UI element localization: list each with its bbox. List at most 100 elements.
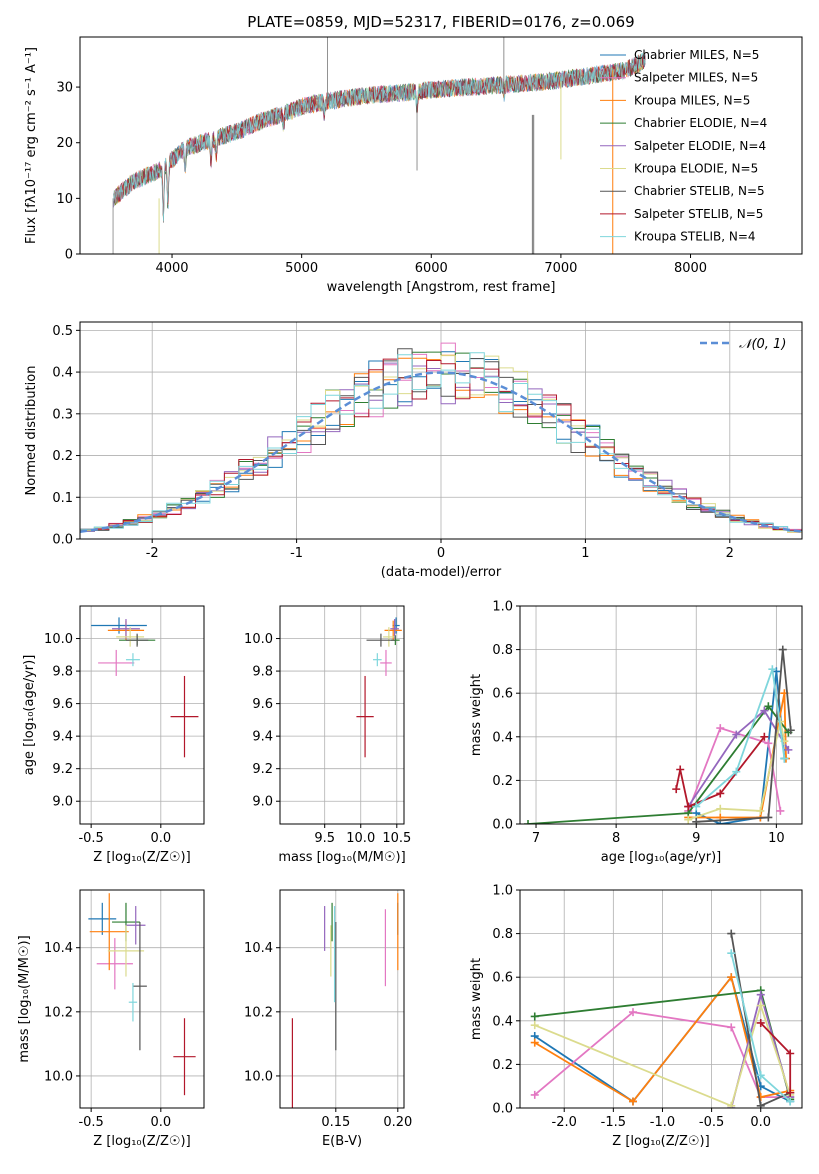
plus-marker (760, 706, 769, 715)
y-tick-label: 9.4 (52, 730, 73, 745)
x-tick-label: -0.5 (78, 831, 103, 846)
plus-marker (684, 802, 693, 811)
x-tick-label: 0.20 (383, 1115, 412, 1130)
y-tick-label: 9.6 (252, 697, 273, 712)
x-axis-label: Z [log₁₀(Z/Z☉)] (612, 1134, 709, 1149)
plus-marker (756, 1101, 765, 1108)
plus-marker (732, 730, 741, 739)
y-tick-label: 10.2 (44, 1005, 73, 1020)
plus-marker (628, 1008, 637, 1017)
plus-marker (756, 1093, 765, 1102)
plus-marker (764, 702, 773, 711)
legend-entry: 𝒩(0, 1) (739, 337, 786, 352)
plot-area (91, 617, 199, 758)
x-tick-label: 9.5 (314, 831, 335, 846)
y-tick-label: 9.2 (252, 762, 273, 777)
y-tick-label: 0.0 (492, 1102, 513, 1117)
y-tick-label: 10.0 (244, 632, 273, 647)
x-axis-label: (data-model)/error (381, 565, 502, 580)
grid-lines (80, 890, 204, 1108)
y-tick-label: 9.4 (252, 730, 273, 745)
weight-line (534, 1002, 792, 1108)
plus-marker (756, 1071, 765, 1080)
y-tick-label: 0.0 (492, 818, 513, 833)
y-tick-label: 0.2 (492, 1058, 513, 1073)
plot-area (88, 893, 196, 1096)
plus-marker (672, 785, 681, 794)
y-tick-label: 9.0 (52, 795, 73, 810)
y-tick-label: 9.8 (52, 665, 73, 680)
plus-marker (764, 813, 773, 822)
x-tick-label: -0.5 (699, 1115, 724, 1130)
plus-marker (786, 1049, 795, 1058)
x-tick-label: 8 (612, 831, 620, 846)
grid-lines (280, 606, 404, 824)
histogram-steps (80, 352, 802, 532)
y-tick-label: 9.8 (252, 665, 273, 680)
axes-frame (79, 321, 803, 540)
x-tick-label: 0.0 (750, 1115, 771, 1130)
spectrum-panel: 4000 5000 6000 7000 8000 0 10 20 30 wavelength [A… (24, 13, 803, 295)
y-tick-label: 1.0 (492, 884, 513, 899)
residuals-panel: -2 -1 0 1 2 0.0 0.1 0.2 0.3 0.4 0.5 (data-model)/er… (24, 321, 803, 580)
y-tick-label: 10.0 (44, 632, 73, 647)
y-tick-label: 10.0 (244, 1069, 273, 1084)
x-axis-label: Z [log₁₀(Z/Z☉)] (93, 1134, 190, 1149)
x-tick-label: 9 (692, 831, 700, 846)
y-tick-label: 0.0 (52, 533, 73, 548)
y-tick-label: 0 (65, 248, 73, 263)
plus-marker (530, 1038, 539, 1047)
axes-frame (79, 605, 205, 825)
plus-marker (732, 767, 741, 776)
weight-vs-age-panel: 7 8 9 10 0.0 0.2 0.4 0.6 0.8 1.0 age [log₁₀(age/yr… (469, 600, 803, 865)
plus-marker (756, 990, 765, 999)
weight-line (695, 671, 786, 824)
y-tick-label: 9.2 (52, 762, 73, 777)
plus-marker (676, 765, 685, 774)
weight-line (696, 649, 792, 823)
weight-line (687, 726, 782, 812)
plot-area (291, 893, 399, 1108)
x-tick-label: -0.5 (78, 1115, 103, 1130)
x-tick-label: 0.15 (321, 1115, 350, 1130)
y-tick-label: 9.6 (52, 697, 73, 712)
x-tick-label: -2 (146, 546, 159, 561)
mass-vs-Z-panel: -0.5 0.0 10.0 10.2 10.4 Z [log₁₀(Z/Z☉)] mass [… (17, 889, 205, 1149)
y-axis-label: Normed distribution (24, 366, 39, 496)
y-axis-label: mass [log₁₀(M/M☉)] (17, 935, 32, 1062)
plus-marker (684, 815, 693, 824)
x-tick-label: 8000 (674, 261, 707, 276)
plus-marker (786, 1088, 795, 1097)
legend-entry: Salpeter STELIB, N=5 (634, 207, 763, 221)
y-tick-label: 0.4 (492, 730, 513, 745)
axes-frame (79, 889, 205, 1109)
mass-vs-ebv-panel: 0.15 0.20 10.0 10.2 10.4 E(B-V) (244, 889, 412, 1149)
x-tick-label: 1 (581, 546, 589, 561)
weight-vs-Z-panel: -2.0 -1.5 -1.0 -0.5 0.0 0.0 0.2 0.4 0.6 0.8 1.0 Z [… (469, 884, 803, 1149)
axes-frame (519, 605, 803, 825)
x-tick-label: 7000 (544, 261, 577, 276)
x-tick-label: -2.0 (552, 1115, 577, 1130)
chart-title: PLATE=0859, MJD=52317, FIBERID=0176, z=0… (247, 13, 634, 31)
plus-marker (692, 817, 701, 824)
plus-marker (530, 1012, 539, 1021)
y-axis-label: Flux [fλ10⁻¹⁷ erg cm⁻² s⁻¹ A⁻¹] (24, 47, 39, 244)
y-axis-label: age [log₁₀(age/yr)] (22, 655, 37, 776)
plus-marker (727, 929, 736, 938)
plus-marker (772, 667, 781, 676)
axes-frame (279, 889, 405, 1109)
y-tick-label: 10.2 (244, 1005, 273, 1020)
plot-area (80, 342, 802, 533)
x-tick-label: 4000 (155, 261, 188, 276)
plot-area (356, 617, 402, 758)
y-tick-label: 10 (56, 192, 73, 207)
y-tick-label: 10.0 (44, 1069, 73, 1084)
legend-entry: Chabrier MILES, N=5 (634, 48, 759, 62)
x-tick-label: 10.0 (346, 831, 375, 846)
plus-marker (727, 1023, 736, 1032)
plus-marker (786, 1097, 795, 1106)
plus-marker (727, 1101, 736, 1108)
plus-marker (628, 1097, 637, 1106)
y-tick-label: 0.8 (492, 927, 513, 942)
